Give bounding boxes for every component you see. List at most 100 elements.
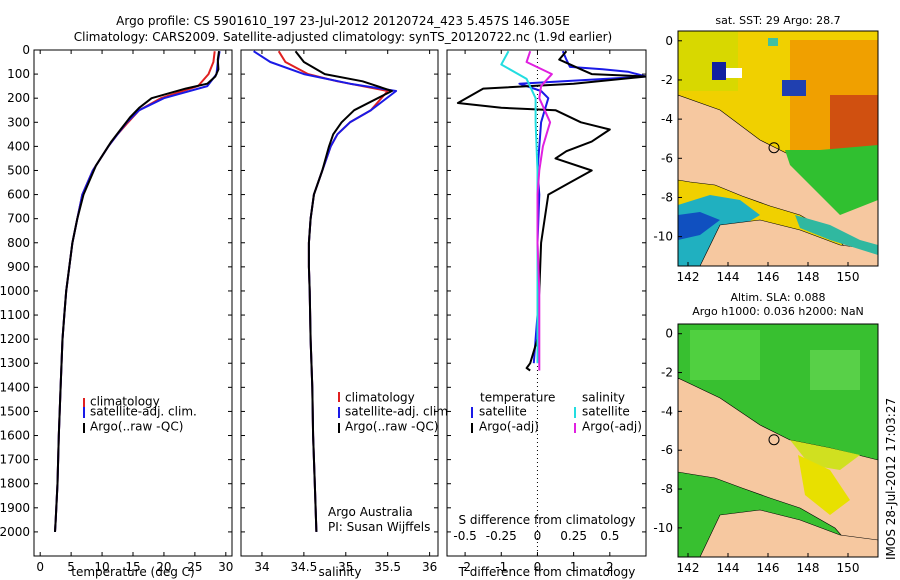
sst-map-image: [678, 31, 878, 266]
x-tick-label: 30: [218, 560, 233, 574]
sst-green-sea: [785, 145, 878, 215]
difference-axes-frame: [446, 49, 647, 557]
depth-tick-label: 1700: [0, 453, 30, 467]
depth-tick-label: 1800: [0, 477, 30, 491]
lon-tick-label: 150: [837, 270, 860, 284]
annotation-argo-australia: Argo Australia: [328, 505, 413, 519]
legend-climatology: climatology: [345, 391, 415, 405]
sst-patch: [678, 31, 738, 91]
sla-map: Altim. SLA: 0.088 Argo h1000: 0.036 h200…: [653, 291, 879, 575]
series-line-2: [54, 51, 220, 532]
lat-tick-label: -8: [661, 482, 673, 496]
t-difference-xlabel: T difference from climatology: [458, 565, 636, 579]
lon-tick-label: 146: [757, 561, 780, 575]
sst-map-title: sat. SST: 29 Argo: 28.7: [715, 14, 840, 27]
salinity-series: [253, 50, 398, 532]
sla-map-ticks: 142 144 146 148 150 0 -2 -4 -6 -8 -10: [653, 327, 859, 575]
lon-tick-label: 144: [717, 561, 740, 575]
lat-tick-label: 0: [665, 327, 673, 341]
lon-tick-label: 148: [797, 270, 820, 284]
difference-panel: -2 -1 0 1 2 T difference from climatology S …: [446, 49, 647, 579]
legend-s-argo: Argo(-adj): [582, 420, 642, 434]
x-tick-label: -1: [495, 560, 507, 574]
x-tick-label: 20: [156, 560, 171, 574]
x-tick-label: 1: [570, 560, 578, 574]
depth-tick-label: 1500: [0, 404, 30, 418]
depth-tick-label: 1000: [0, 284, 30, 298]
sla-map-title: Altim. SLA: 0.088: [730, 291, 825, 304]
s-tick-label: -0.25: [486, 529, 517, 543]
salinity-ticks: 34 34.5 35 35.5 36: [254, 50, 437, 574]
lat-tick-label: 0: [665, 34, 673, 48]
temperature-panel: 0100200300400500600700800900100011001200…: [0, 43, 233, 579]
difference-depth-ticks: [447, 49, 646, 533]
sst-cool-spot: [768, 38, 778, 46]
x-tick-label: 25: [187, 560, 202, 574]
sst-map: sat. SST: 29 Argo: 28.7 142 144 146 148 150 0…: [653, 14, 879, 284]
argo-location-marker: [768, 434, 780, 446]
x-tick-label: 2: [606, 560, 614, 574]
depth-tick-label: 500: [7, 163, 30, 177]
x-tick-label: 34.5: [291, 560, 318, 574]
lon-tick-label: 148: [797, 561, 820, 575]
s-difference-ticks: -0.5 -0.25 0 0.25 0.5: [453, 529, 619, 543]
sst-blue-sea: [678, 212, 720, 240]
sla-map-image: [678, 324, 878, 557]
legend-group-salinity: salinity: [582, 391, 625, 405]
depth-tick-label: 900: [7, 260, 30, 274]
sla-patch-2: [810, 350, 860, 390]
temperature-ticks: 0 5 10 15 20 25 30: [36, 50, 233, 574]
lon-tick-label: 142: [677, 270, 700, 284]
difference-series: [456, 50, 646, 372]
lat-tick-label: -6: [661, 443, 673, 457]
legend-satellite: satellite-adj. clim.: [90, 405, 197, 419]
depth-tick-label: 400: [7, 139, 30, 153]
sst-nodata: [726, 68, 742, 78]
x-tick-label: 36: [422, 560, 437, 574]
legend-t-argo: Argo(-adj): [479, 420, 539, 434]
sst-map-ticks: 142 144 146 148 150 0 -2 -4 -6 -8 -10: [653, 34, 859, 284]
depth-tick-label: 1300: [0, 356, 30, 370]
temperature-axes-frame: [33, 49, 233, 557]
depth-tick-label: 100: [7, 67, 30, 81]
salinity-depth-ticks: [241, 49, 438, 533]
series-line-2: [500, 50, 539, 364]
s-tick-label: 0.25: [560, 529, 587, 543]
temperature-legend: climatology satellite-adj. clim. Argo(..…: [83, 395, 197, 434]
sla-map-frame: [677, 323, 879, 558]
depth-tick-label: 700: [7, 212, 30, 226]
legend-climatology: climatology: [90, 395, 160, 409]
depth-tick-label: 0: [22, 43, 30, 57]
lat-tick-label: -4: [661, 112, 673, 126]
sst-hot-patch: [830, 95, 878, 150]
lat-tick-label: -2: [661, 366, 673, 380]
x-tick-label: 10: [94, 560, 109, 574]
depth-tick-label: 200: [7, 91, 30, 105]
x-tick-label: -2: [459, 560, 471, 574]
sst-map-frame: [677, 30, 879, 267]
lat-tick-label: -8: [661, 190, 673, 204]
legend-argo: Argo(..raw -QC): [345, 420, 438, 434]
depth-tick-label: 1100: [0, 308, 30, 322]
x-tick-label: 0: [36, 560, 44, 574]
legend-satellite: satellite-adj. clim.: [345, 405, 452, 419]
lat-tick-label: -2: [661, 73, 673, 87]
legend-group-temperature: temperature: [480, 391, 555, 405]
x-tick-label: 15: [125, 560, 140, 574]
depth-tick-label: 300: [7, 115, 30, 129]
depth-tick-label: 800: [7, 236, 30, 250]
legend-argo: Argo(..raw -QC): [90, 420, 183, 434]
x-tick-label: 35.5: [374, 560, 401, 574]
x-tick-label: 35: [338, 560, 353, 574]
depth-ticks: 0 100 200 300 400 500 600 700 800 900 1000 1100 1200…: [0, 43, 232, 539]
lat-tick-label: -10: [653, 230, 673, 244]
argo-location-marker: [768, 142, 780, 154]
series-line-2: [294, 50, 393, 532]
s-tick-label: 0.5: [600, 529, 619, 543]
sla-land-australia: [699, 509, 878, 557]
x-tick-label: 5: [67, 560, 75, 574]
salinity-xlabel: salinity: [318, 565, 361, 579]
header-line-1: Argo profile: CS 5901610_197 23-Jul-2012…: [116, 14, 570, 28]
x-tick-label: 34: [254, 560, 269, 574]
